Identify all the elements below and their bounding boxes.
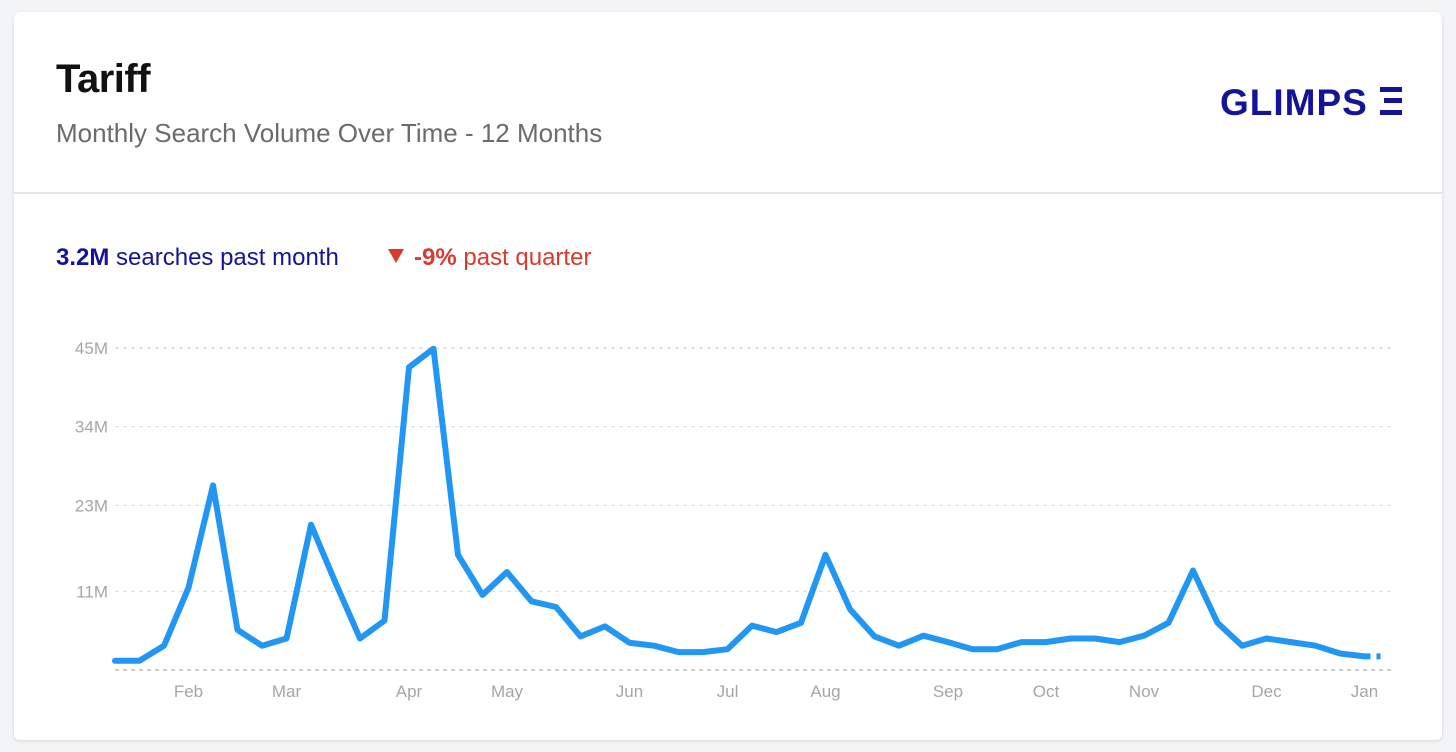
x-tick-label: Aug [810, 682, 840, 701]
quarter-change-value: -9% [414, 244, 457, 271]
x-tick-label: Jul [717, 682, 739, 701]
quarter-change: -9% past quarter [388, 244, 591, 272]
searches-past-month: 3.2M searches past month [56, 244, 339, 271]
x-tick-label: Nov [1129, 682, 1160, 701]
y-tick-label: 34M [75, 418, 108, 437]
chart-card: Tariff Monthly Search Volume Over Time -… [14, 12, 1442, 740]
x-tick-label: Jun [616, 682, 643, 701]
y-tick-label: 45M [75, 339, 108, 358]
searches-value: 3.2M [56, 244, 110, 271]
svg-text:GLIMPS: GLIMPS [1220, 82, 1368, 122]
page-subtitle: Monthly Search Volume Over Time - 12 Mon… [56, 118, 603, 148]
stats-row: 3.2M searches past month -9% past quarte… [56, 244, 591, 272]
x-tick-label: Sep [933, 682, 963, 701]
header-divider [14, 192, 1442, 194]
x-tick-label: Mar [272, 682, 302, 701]
series-line [112, 345, 1368, 664]
x-tick-label: Dec [1251, 682, 1282, 701]
x-tick-label: May [491, 682, 524, 701]
y-tick-label: 23M [75, 496, 108, 515]
x-tick-label: Feb [174, 682, 203, 701]
searches-label: searches past month [116, 244, 339, 271]
x-tick-label: Jan [1351, 682, 1378, 701]
page-title: Tariff [56, 57, 151, 101]
down-triangle-icon [388, 249, 404, 263]
x-tick-label: Oct [1033, 682, 1060, 701]
x-tick-label: Apr [396, 682, 423, 701]
y-tick-label: 11M [76, 582, 108, 601]
quarter-change-label: past quarter [463, 244, 592, 271]
glimpse-logo: GLIMPS [1220, 82, 1402, 122]
